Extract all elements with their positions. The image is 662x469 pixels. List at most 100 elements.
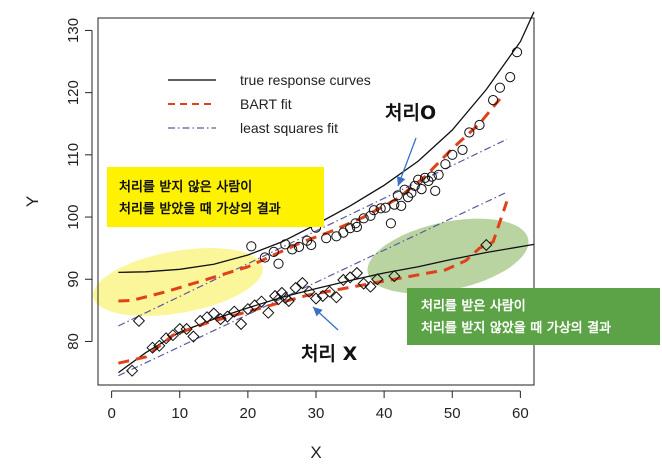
yellow-callout-line: 처리를 받았을 때 가상의 결과 (119, 201, 281, 217)
point-treated (280, 239, 291, 250)
point-treated (365, 210, 376, 221)
x-tick-label: 0 (107, 405, 115, 422)
untreated-group-label: 처리 X (301, 343, 358, 365)
point-untreated (200, 311, 214, 324)
point-untreated (350, 266, 364, 280)
point-untreated (296, 276, 309, 290)
plot-box (97, 17, 535, 386)
y-axis-title: Y (23, 196, 42, 207)
point-untreated (364, 280, 377, 293)
point-untreated (275, 286, 289, 300)
point-treated (474, 119, 485, 131)
point-untreated (262, 306, 275, 319)
point-treated (396, 200, 407, 211)
point-treated (419, 172, 431, 183)
point-treated (375, 203, 386, 214)
ls-fit-line-0 (118, 138, 508, 327)
point-untreated (323, 285, 336, 298)
point-treated (380, 202, 391, 213)
yellow-callout-box (107, 167, 324, 227)
point-treated (321, 233, 332, 244)
y-tick-label: 110 (65, 143, 82, 167)
point-treated (406, 187, 417, 198)
point-treated (433, 169, 444, 180)
point-treated (440, 159, 451, 170)
point-untreated (159, 332, 173, 345)
point-treated (273, 258, 284, 269)
point-treated (430, 185, 441, 196)
point-untreated (166, 329, 180, 342)
x-tick-label: 30 (308, 405, 325, 422)
point-treated (268, 246, 279, 257)
point-untreated (180, 322, 193, 336)
x-tick-label: 20 (240, 405, 257, 422)
point-untreated (221, 310, 234, 323)
point-treated (389, 199, 400, 210)
point-treated (351, 221, 362, 233)
x-tick-label: 50 (444, 405, 461, 422)
point-treated (338, 227, 349, 238)
y-tick-label: 130 (65, 18, 82, 43)
point-untreated (371, 273, 384, 286)
point-untreated (337, 273, 350, 287)
point-untreated (207, 307, 220, 320)
yellow-ellipse (93, 248, 263, 316)
point-treated (287, 244, 298, 255)
point-treated (331, 231, 342, 242)
legend-label: true response curves (240, 72, 371, 88)
point-untreated (282, 294, 295, 308)
untreated-arrow-head (313, 307, 323, 317)
point-treated (259, 252, 270, 263)
treated-group-label: 처리O (385, 102, 436, 124)
x-axis-title: X (310, 443, 321, 462)
point-untreated (187, 330, 200, 343)
point-untreated (289, 281, 302, 295)
point-treated (511, 47, 523, 58)
yellow-callout-line: 처리를 받지 않은 사람이 (119, 179, 252, 195)
point-treated (368, 205, 379, 216)
axes: 0 10 20 30 40 50 60 80 90 100 110 120 130 X Y (23, 18, 529, 462)
point-untreated (303, 285, 316, 298)
point-untreated (357, 277, 370, 290)
point-untreated (234, 317, 248, 331)
x-tick-label: 40 (376, 405, 393, 422)
legend-label: least squares fit (240, 120, 338, 136)
point-untreated (214, 312, 227, 326)
bart-fit-line-1 (118, 201, 509, 365)
point-treated (464, 127, 475, 138)
point-treated (505, 72, 516, 83)
y-tick-label: 80 (65, 333, 82, 350)
point-treated (246, 241, 257, 252)
point-layer (125, 47, 523, 377)
point-untreated (255, 295, 268, 308)
point-untreated (132, 314, 146, 328)
green-callout-line: 처리를 받은 사람이 (421, 298, 526, 314)
treated-arrow-head (396, 175, 406, 186)
y-tick-label: 120 (65, 80, 82, 105)
point-treated (413, 174, 424, 185)
point-treated (409, 180, 420, 191)
y-tick-label: 90 (65, 271, 82, 288)
legend: true response curves BART fit least square… (168, 72, 371, 136)
legend-label: BART fit (240, 96, 292, 112)
x-tick-label: 60 (512, 405, 529, 422)
point-treated (488, 95, 499, 106)
point-treated (293, 241, 305, 252)
point-untreated (125, 364, 139, 377)
point-untreated (388, 269, 401, 283)
point-treated (392, 190, 403, 201)
point-untreated (330, 291, 343, 304)
green-ellipse (367, 218, 529, 294)
highlight-ellipses (93, 218, 529, 316)
true-curve-1 (118, 243, 535, 374)
point-treated (385, 218, 396, 229)
point-treated (457, 144, 468, 155)
point-untreated (309, 292, 323, 305)
y-tick-label: 100 (65, 205, 82, 230)
point-treated (358, 213, 369, 224)
green-callout-box (407, 288, 660, 345)
point-treated (494, 82, 505, 93)
point-untreated (146, 341, 159, 354)
